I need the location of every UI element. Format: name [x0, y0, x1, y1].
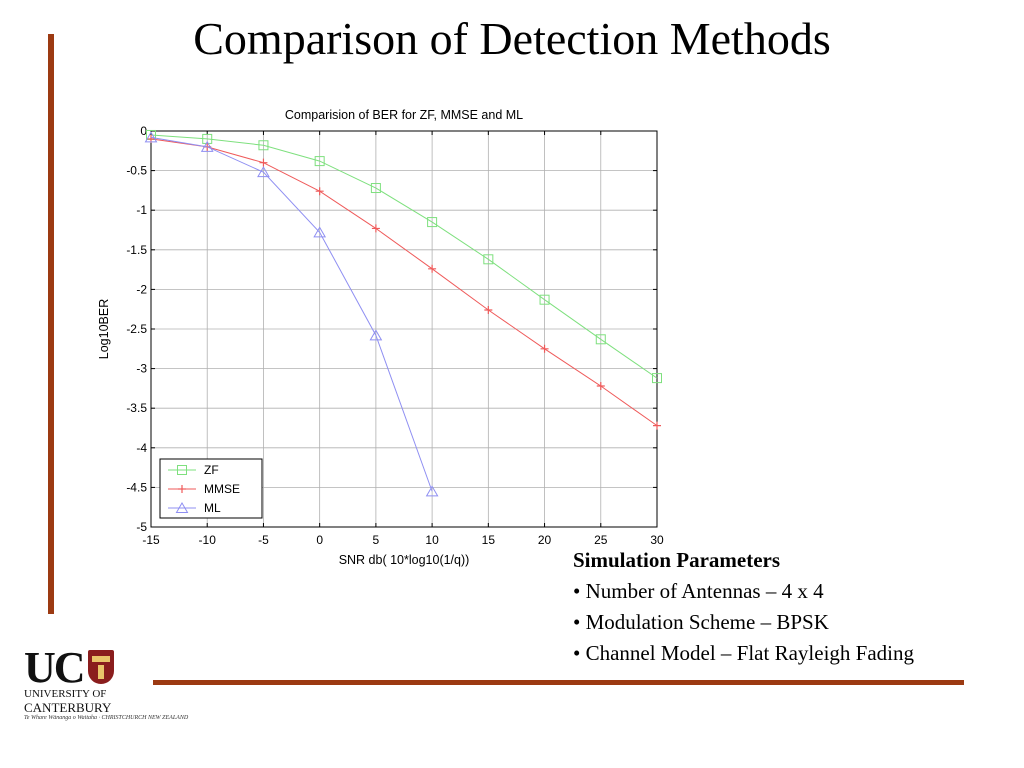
logo-line-1: UNIVERSITY OF: [24, 688, 107, 700]
y-tick-label: -4: [136, 441, 147, 455]
data-point-zf: [483, 254, 494, 265]
data-point-ml: [200, 140, 214, 152]
x-tick-label: 0: [316, 533, 323, 547]
param-item-channel: • Channel Model – Flat Rayleigh Fading: [573, 641, 914, 665]
x-tick-label: -10: [199, 533, 217, 547]
legend-marker: [175, 502, 189, 513]
data-point-mmse: [653, 421, 661, 430]
legend-label: ML: [204, 501, 221, 515]
data-point-zf: [652, 373, 662, 384]
logo-motto: Te Whare Wānanga o Waitaha · CHRISTCHURC…: [24, 715, 189, 721]
data-point-ml: [257, 166, 270, 178]
x-tick-label: 30: [650, 533, 664, 547]
series-line-mmse: [150, 138, 658, 427]
data-point-mmse: [315, 187, 324, 196]
data-point-zf: [370, 183, 381, 194]
data-point-zf: [539, 294, 550, 305]
series-line-zf: [150, 134, 658, 379]
y-tick-label: -5: [136, 520, 147, 534]
y-axis-label: Log10BER: [97, 299, 111, 359]
legend-label: ZF: [204, 463, 219, 477]
crest-icon: [88, 650, 114, 684]
data-point-mmse: [484, 305, 493, 314]
accent-bar-vertical: [48, 34, 54, 614]
x-tick-label: 25: [594, 533, 608, 547]
logo-uc-text: UC: [24, 643, 86, 692]
data-point-mmse: [540, 344, 549, 353]
y-tick-label: -2: [136, 282, 147, 296]
legend-label: MMSE: [204, 482, 240, 496]
x-axis-label: SNR db( 10*log10(1/q)): [339, 553, 470, 567]
data-point-zf: [258, 140, 269, 151]
data-point-mmse: [259, 158, 268, 167]
chart-title: Comparision of BER for ZF, MMSE and ML: [285, 108, 523, 122]
university-logo: UC UNIVERSITY OF CANTERBURY Te Whare Wān…: [24, 643, 188, 728]
y-tick-label: -1: [136, 203, 147, 217]
accent-bar-horizontal: [153, 680, 964, 685]
data-point-mmse: [428, 264, 437, 273]
x-tick-label: 15: [482, 533, 496, 547]
param-item-antennas: • Number of Antennas – 4 x 4: [573, 579, 824, 603]
data-point-ml: [425, 485, 439, 497]
data-point-zf: [427, 217, 438, 228]
y-tick-label: -3.5: [126, 401, 147, 415]
data-point-ml: [369, 329, 383, 341]
y-tick-label: -4.5: [126, 480, 147, 494]
simulation-parameters: Simulation Parameters • Number of Antenn…: [573, 545, 914, 669]
legend-marker: [178, 485, 186, 493]
x-tick-label: 20: [538, 533, 552, 547]
x-tick-label: -5: [258, 533, 269, 547]
data-point-ml: [144, 131, 158, 143]
data-point-zf: [314, 156, 325, 167]
data-point-zf: [595, 334, 606, 345]
y-tick-label: -3: [136, 362, 147, 376]
x-tick-label: 10: [425, 533, 439, 547]
y-tick-label: -2.5: [126, 322, 147, 336]
series-line-ml: [150, 136, 433, 492]
legend-marker: [177, 465, 187, 475]
param-item-modulation: • Modulation Scheme – BPSK: [573, 610, 829, 634]
data-point-ml: [313, 226, 327, 238]
x-tick-label: 5: [373, 533, 380, 547]
y-tick-label: -1.5: [126, 243, 147, 257]
logo-line-2: CANTERBURY: [24, 700, 112, 715]
data-point-mmse: [371, 224, 380, 233]
y-tick-label: 0: [140, 124, 147, 138]
data-point-mmse: [596, 382, 605, 391]
y-tick-label: -0.5: [126, 164, 147, 178]
params-heading: Simulation Parameters: [573, 548, 781, 572]
slide-title: Comparison of Detection Methods: [193, 13, 831, 64]
x-tick-label: -15: [142, 533, 160, 547]
